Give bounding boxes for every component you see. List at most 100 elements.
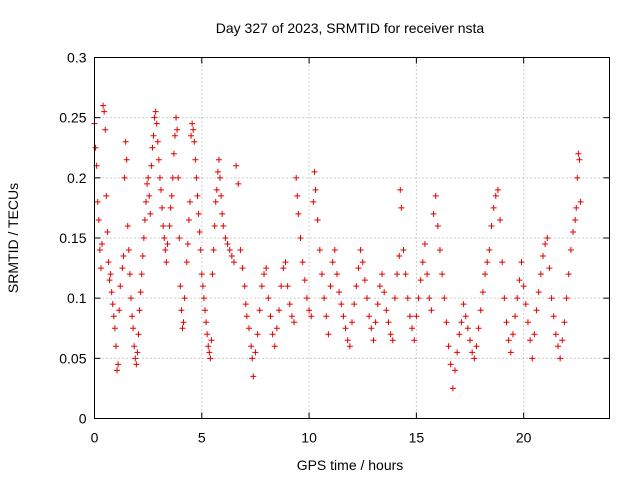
data-point [454, 349, 461, 356]
data-point [178, 307, 185, 314]
data-point [351, 301, 358, 308]
data-point [101, 108, 108, 115]
data-point [218, 192, 225, 199]
data-point [205, 343, 212, 350]
data-point [409, 325, 416, 332]
data-point [256, 307, 263, 314]
x-tick-label: 5 [198, 430, 206, 446]
data-point [140, 235, 147, 241]
data-point [130, 325, 137, 332]
data-point [492, 192, 499, 199]
data-point [213, 186, 220, 193]
data-point [398, 204, 405, 211]
data-point [514, 295, 521, 302]
plot-frame [94, 57, 610, 419]
data-point [153, 120, 160, 127]
data-point [311, 168, 318, 175]
data-point [246, 325, 252, 332]
data-point [261, 271, 268, 278]
data-point [462, 313, 469, 320]
data-point [385, 319, 392, 326]
data-point [421, 241, 428, 248]
data-point [576, 156, 583, 163]
data-point [166, 222, 173, 229]
data-point [342, 325, 349, 332]
data-point [155, 156, 162, 163]
data-point [184, 241, 191, 248]
chart-title: Day 327 of 2023, SRMTID for receiver nst… [216, 20, 485, 36]
data-point [402, 271, 409, 278]
data-point [473, 343, 480, 350]
data-point [520, 283, 527, 290]
data-point [486, 247, 493, 254]
data-point [419, 259, 426, 266]
data-point [340, 313, 347, 320]
data-point [220, 222, 227, 229]
data-point [171, 132, 178, 139]
data-point [161, 235, 168, 241]
data-point [189, 120, 196, 127]
data-point [217, 174, 224, 181]
data-point [114, 367, 121, 374]
data-point [235, 180, 242, 187]
x-tick-label: 20 [516, 430, 532, 446]
data-point [310, 198, 317, 205]
data-point [164, 241, 171, 248]
data-point [552, 331, 559, 338]
data-point [160, 222, 167, 229]
data-point [383, 307, 390, 314]
data-point [230, 259, 237, 266]
x-tick-label: 10 [301, 430, 317, 446]
data-point [267, 313, 274, 320]
data-point [162, 247, 169, 254]
data-point [151, 114, 158, 121]
data-point [152, 108, 159, 115]
data-point [112, 343, 119, 350]
data-point [197, 247, 204, 254]
data-point [209, 271, 216, 278]
data-point [195, 210, 202, 217]
data-point [295, 210, 302, 217]
data-point [359, 259, 366, 266]
data-point [147, 210, 154, 217]
data-point [163, 259, 170, 266]
data-point [329, 259, 336, 266]
data-point [555, 343, 561, 350]
data-point [105, 259, 112, 266]
data-point [263, 265, 270, 272]
data-point [180, 319, 187, 326]
data-point [176, 235, 183, 241]
data-point [364, 295, 371, 302]
data-point [394, 271, 401, 278]
data-point [372, 319, 379, 326]
data-point [516, 277, 523, 284]
y-tick-label: 0 [79, 411, 87, 427]
data-point [198, 271, 205, 278]
data-point [127, 295, 134, 302]
data-point [323, 313, 330, 320]
data-point [174, 126, 181, 133]
data-point [518, 259, 525, 266]
data-point [100, 102, 107, 109]
data-point [154, 138, 161, 145]
data-point [333, 271, 340, 278]
data-point [265, 295, 272, 302]
data-point [565, 271, 572, 278]
data-point [190, 126, 197, 133]
data-point [434, 222, 441, 229]
data-point [94, 198, 101, 205]
data-point [226, 247, 233, 254]
data-point [129, 313, 136, 320]
data-point [387, 331, 394, 338]
data-point [148, 162, 155, 169]
data-point [501, 295, 508, 302]
data-point [284, 283, 291, 290]
data-point [121, 174, 128, 181]
data-point [432, 192, 439, 199]
data-point [550, 313, 557, 320]
data-point [456, 331, 463, 338]
data-point [376, 283, 383, 290]
data-point [224, 241, 231, 248]
data-point [215, 156, 222, 163]
